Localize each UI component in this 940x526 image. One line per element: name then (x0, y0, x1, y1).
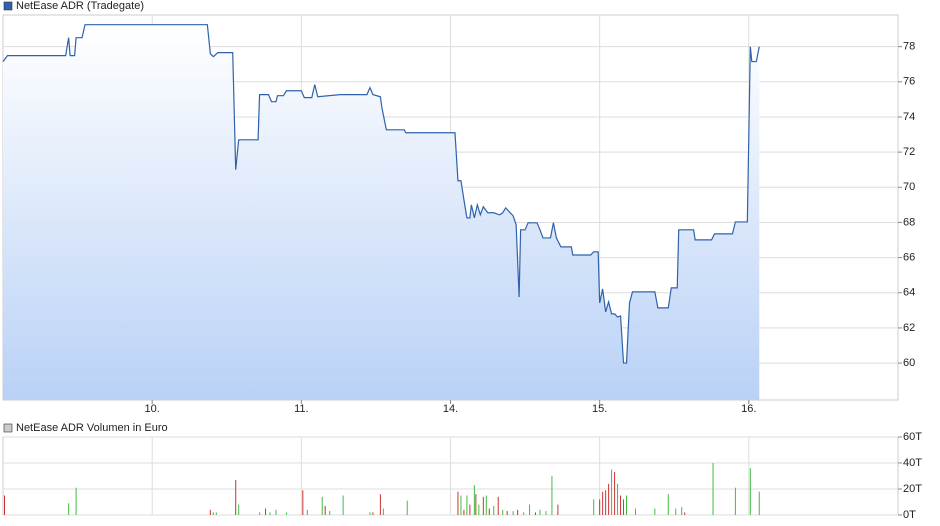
y-tick-label: 74 (903, 111, 915, 123)
y-tick-label: 64 (903, 287, 915, 299)
y-tick-label: 72 (903, 146, 915, 158)
volume-bar (215, 512, 217, 515)
legend-label: NetEase ADR Volumen in Euro (16, 422, 168, 434)
y-tick-label: 40T (903, 457, 922, 469)
volume-bar (302, 490, 304, 515)
volume-bar (324, 505, 326, 515)
volume-bar (654, 508, 656, 515)
y-tick-label: 70 (903, 181, 915, 193)
y-tick-label: 60T (903, 431, 922, 443)
volume-bar (475, 494, 477, 515)
y-tick-label: 78 (903, 41, 915, 53)
x-tick-label: 11. (294, 403, 308, 415)
volume-bar (285, 512, 287, 515)
volume-bar (209, 509, 211, 515)
volume-bar (634, 508, 636, 515)
y-tick-label: 0T (903, 509, 916, 521)
volume-bar (529, 504, 531, 515)
y-tick-label: 62 (903, 322, 915, 334)
volume-bar (620, 495, 622, 515)
volume-bar (460, 495, 462, 515)
volume-bar (517, 509, 519, 515)
area-fill (3, 24, 760, 401)
volume-bar (75, 487, 77, 515)
volume-bar (758, 491, 760, 515)
volume-bar (275, 509, 277, 515)
volume-bar (535, 512, 537, 515)
volume-bar (684, 512, 686, 515)
volume-bar (599, 499, 601, 515)
volume-bar (605, 490, 607, 515)
volume-bar (329, 511, 331, 515)
y-tick-label: 68 (903, 216, 915, 228)
volume-bar (372, 512, 374, 515)
price-line (2, 24, 760, 364)
volume-bar (473, 485, 475, 515)
y-tick-label: 20T (903, 483, 922, 495)
legend-swatch (3, 423, 13, 433)
x-tick-label: 16. (741, 403, 756, 415)
volume-bar (212, 512, 214, 515)
volume-bar (265, 508, 267, 515)
volume-bar (506, 511, 508, 515)
volume-bar (617, 483, 619, 515)
volume-bar (667, 494, 669, 515)
volume-bar (523, 512, 525, 515)
volume-bar (68, 503, 70, 515)
volume-bar (3, 495, 5, 515)
volume-bar (482, 496, 484, 515)
volume-bar (626, 495, 628, 515)
volume-bar (457, 491, 459, 515)
volume-bar (493, 505, 495, 515)
volume-bar (238, 504, 240, 515)
volume-bar (497, 496, 499, 515)
volume-bar (539, 509, 541, 515)
volume-bar (614, 472, 616, 515)
volume-bar (557, 504, 559, 515)
legend-swatch (3, 1, 13, 11)
volume-bar (502, 509, 504, 515)
volume-bar (382, 508, 384, 515)
volume-bar (321, 496, 323, 515)
volume-bar (369, 512, 371, 515)
legend-label: NetEase ADR (Tradegate) (16, 0, 144, 12)
volume-bar (545, 511, 547, 515)
y-tick-label: 76 (903, 76, 915, 88)
volume-bar (602, 491, 604, 515)
volume-bar (478, 504, 480, 515)
volume-bar (608, 483, 610, 515)
x-tick-label: 10. (145, 403, 160, 415)
volume-bar (379, 494, 381, 515)
volume-bar (551, 476, 553, 515)
volume-bar (485, 495, 487, 515)
volume-bar (269, 512, 271, 515)
volume-bar (712, 463, 714, 515)
volume-bar (406, 500, 408, 515)
volume-bar (593, 499, 595, 515)
volume-bar (463, 509, 465, 515)
y-tick-label: 60 (903, 357, 915, 369)
volume-bar (259, 512, 261, 515)
volume-bar (466, 495, 468, 515)
volume-bar (734, 487, 736, 515)
volume-bar (342, 495, 344, 515)
volume-bar (469, 504, 471, 515)
volume-bar (675, 508, 677, 515)
volume-bar (306, 509, 308, 515)
volume-bar (488, 508, 490, 515)
volume-bar (611, 469, 613, 515)
volume-bar (681, 507, 683, 515)
volume-bar (512, 511, 514, 515)
volume-bar (749, 468, 751, 515)
volume-bar (623, 499, 625, 515)
x-tick-label: 14. (443, 403, 458, 415)
y-tick-label: 66 (903, 252, 915, 264)
volume-bar (235, 479, 237, 515)
x-tick-label: 15. (592, 403, 607, 415)
